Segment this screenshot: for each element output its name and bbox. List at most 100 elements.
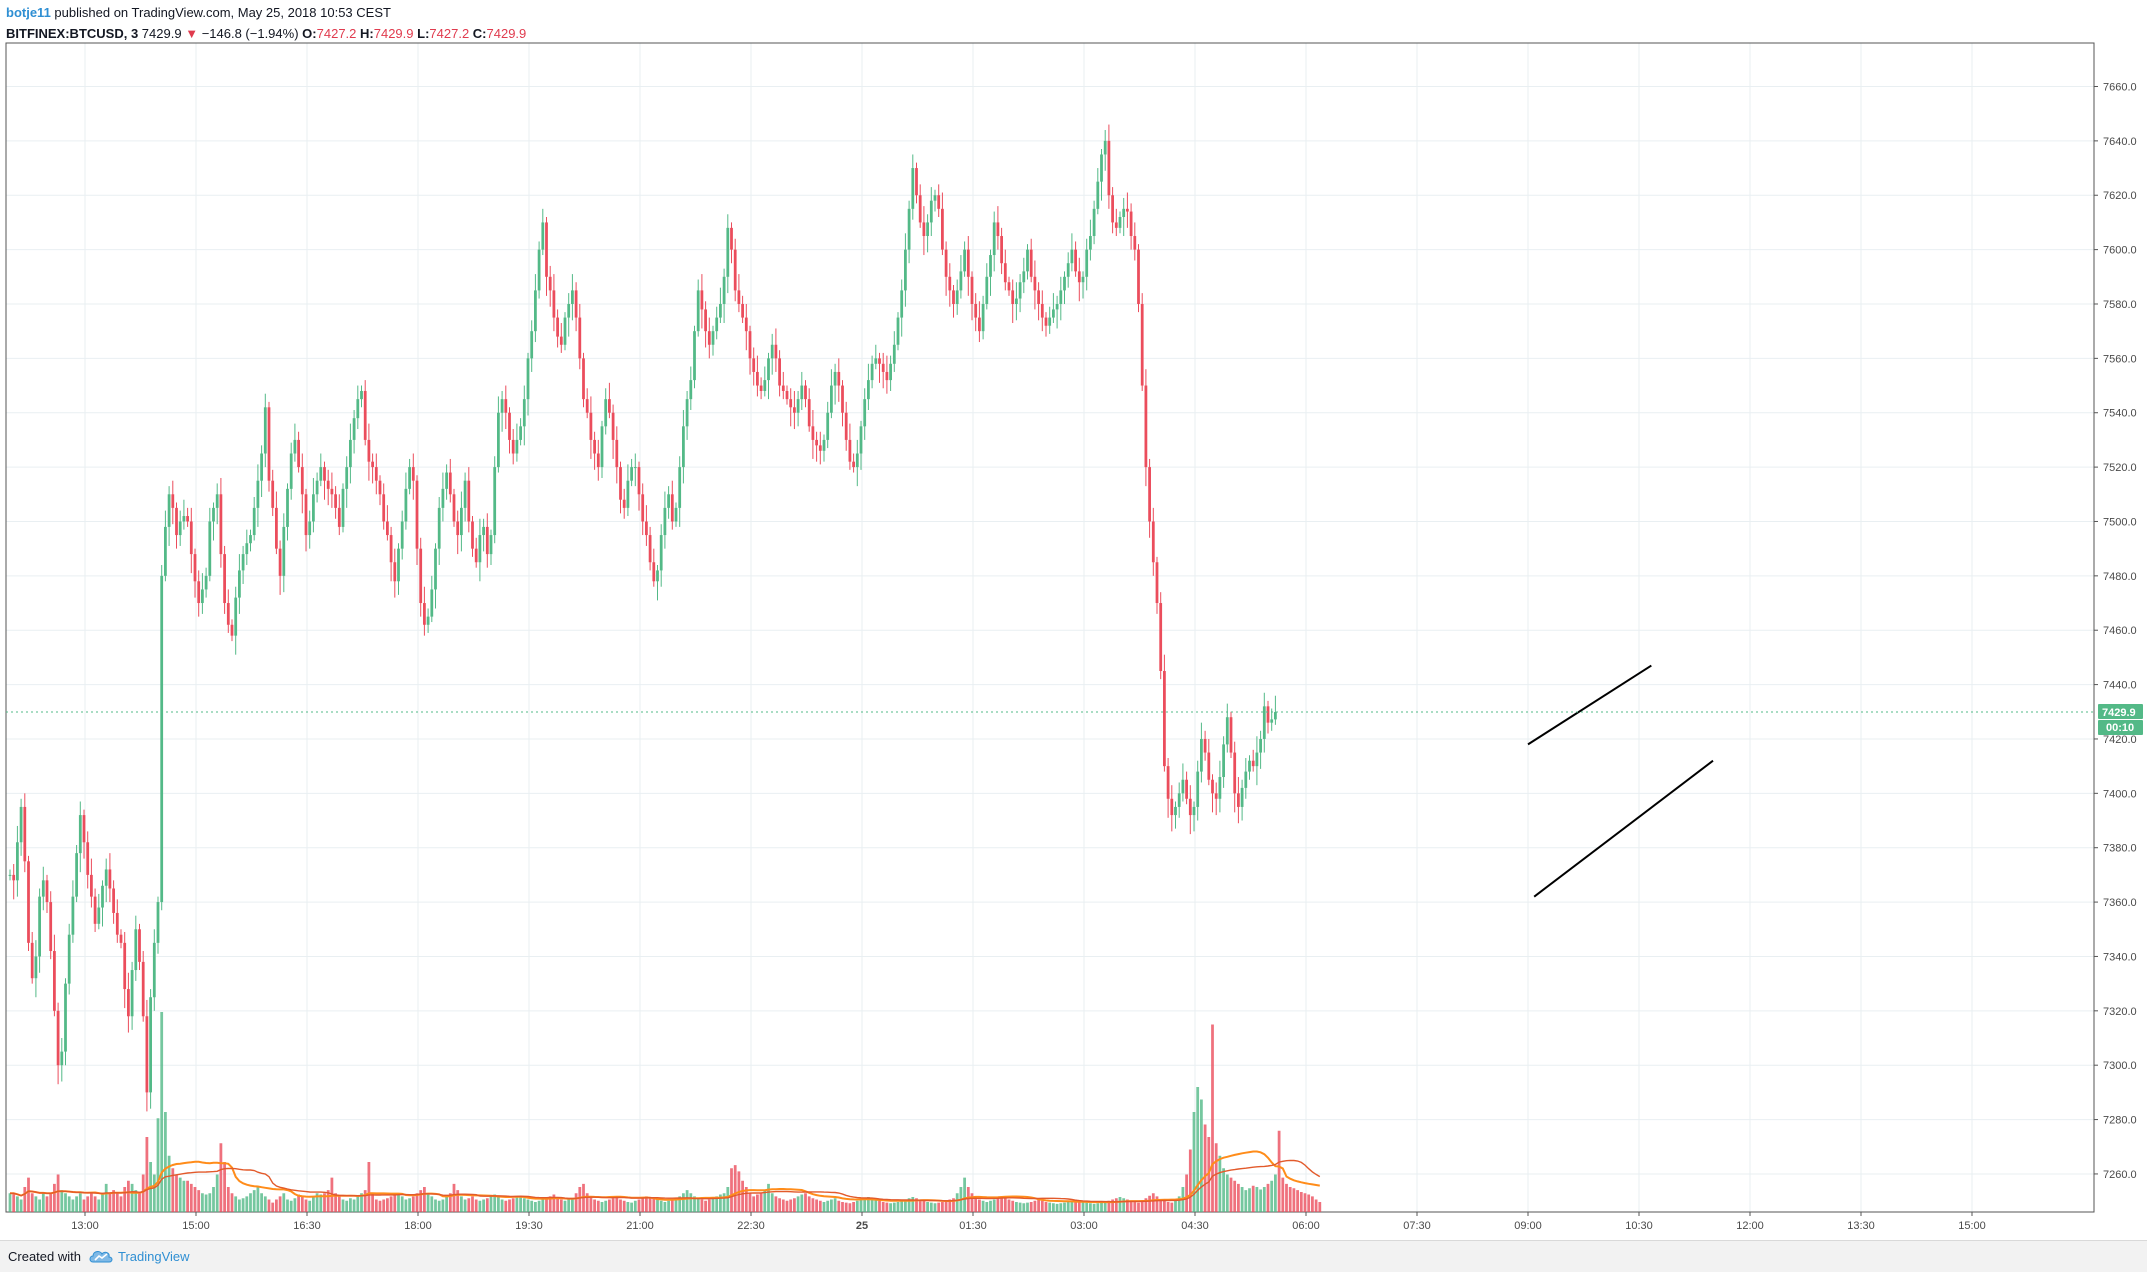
candle-body [408,467,411,489]
volume-bar [1255,1187,1259,1212]
y-tick-label: 7520.0 [2103,462,2137,474]
candle [707,317,711,359]
candle [722,268,726,324]
candle-body [90,874,93,897]
candle [1203,730,1207,761]
candle-body [1163,670,1166,767]
volume-bar [1307,1194,1311,1212]
price-axis[interactable]: 7660.0 7640.0 7620.0 7600.0 7580.0 7560.0 7540… [2094,81,2137,1181]
tradingview-cloud-icon[interactable] [88,1247,114,1265]
close-value: 7429.9 [486,26,527,41]
candle-body [837,371,841,386]
candle [874,344,878,370]
candle [1059,276,1063,321]
candle-body [1003,263,1007,283]
candle [241,545,245,585]
candle [630,458,633,487]
candle [1100,149,1103,201]
candle [807,388,811,432]
candle [434,543,437,609]
volume-ma-line-slow [10,1159,1321,1203]
candle-body [1177,793,1181,807]
volume-bar [271,1202,275,1212]
volume-bar [16,1196,19,1212]
candle [289,442,293,500]
candle [1040,290,1044,332]
volume-bar [415,1193,419,1212]
volume-bar [1196,1087,1200,1212]
volume-bar [1277,1130,1281,1212]
candle [608,382,611,419]
price-chart[interactable]: 7660.0 7640.0 7620.0 7600.0 7580.0 7560.0 7540… [0,0,2147,1240]
candle-body [1081,276,1085,283]
volume-bar [1074,1199,1077,1212]
time-axis[interactable]: 13:00 15:00 16:30 18:00 19:30 21:00 22:30 25 01:… [71,1212,1986,1232]
candle-body [463,480,467,508]
candle [400,510,404,560]
volume-bar [593,1199,596,1212]
candle-body [419,548,423,604]
chart-header: botje11 published on TradingView.com, Ma… [6,2,526,44]
author-link[interactable]: botje11 [6,5,51,20]
candle [249,529,252,552]
volume-bar [308,1200,312,1212]
candle-body [600,426,604,468]
candle-body [56,1010,60,1066]
candle-body [471,521,474,549]
candle [552,274,556,332]
volume-bar [1133,1202,1137,1212]
candle-body [337,507,341,527]
candle-body [1270,719,1274,723]
volume-bar [1292,1188,1296,1212]
candle [896,312,900,351]
volume-bar [645,1196,648,1212]
candle [219,477,223,568]
candle [674,502,678,527]
trendline[interactable] [1527,664,1652,746]
candle [141,951,145,1022]
candle [626,464,630,517]
volume-bar [1222,1168,1225,1212]
candle [915,162,918,204]
candle [1018,274,1022,313]
candle-body [423,603,426,625]
volume-bar [1163,1200,1166,1212]
candle [101,880,104,927]
volume-bar [193,1187,197,1212]
tradingview-brand[interactable]: TradingView [118,1249,190,1264]
volume-bar [130,1183,134,1212]
trendline[interactable] [1533,759,1714,898]
volume-bar [1192,1112,1196,1212]
volume-bar [260,1193,263,1212]
candle [852,453,855,473]
volume-bar [1018,1202,1022,1212]
candle [152,929,156,1011]
x-tick-label: 25 [856,1220,868,1232]
candle [186,507,189,527]
candle-body [67,934,71,984]
candle [571,274,574,321]
candle [482,518,485,552]
x-tick-label: 13:30 [1847,1220,1875,1232]
volume-bar [863,1198,867,1212]
candle-body [1048,317,1052,326]
volume-bar [833,1198,837,1212]
volume-bar [1029,1202,1033,1212]
candle-body [608,399,611,413]
candle [115,899,119,943]
candle-body [663,507,667,536]
trendline-annotations[interactable] [1527,664,1714,898]
volume-bar [633,1200,637,1212]
candle-body [1214,793,1218,799]
volume-bar [1274,1174,1277,1212]
candle [541,208,545,256]
candle [45,874,49,913]
symbol-label[interactable]: BITFINEX:BTCUSD, 3 [6,26,139,41]
candle-body [1148,467,1151,522]
volume-bar [1262,1187,1266,1212]
candle [27,855,30,952]
candle-body [1225,717,1229,745]
volume-bar [1270,1180,1274,1212]
candle [504,385,508,430]
candle [300,453,304,514]
